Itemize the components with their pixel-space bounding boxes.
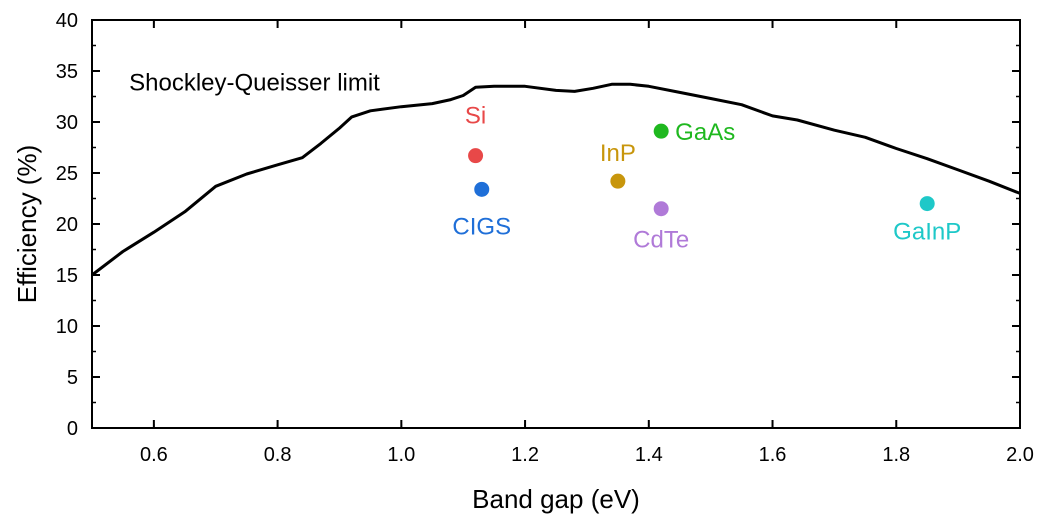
sq-limit-label: Shockley-Queisser limit — [129, 69, 380, 96]
point-label-gainp: GaInP — [893, 219, 961, 246]
point-label-gaas: GaAs — [675, 119, 735, 146]
point-cigs — [474, 181, 490, 197]
point-gainp — [919, 196, 935, 212]
x-tick-label: 0.8 — [264, 444, 292, 466]
point-label-si: Si — [465, 103, 486, 130]
point-inp — [610, 173, 626, 189]
x-tick-label: 1.0 — [387, 444, 415, 466]
y-tick-label: 20 — [56, 214, 78, 236]
y-tick-label: 30 — [56, 112, 78, 134]
y-tick-label: 35 — [56, 61, 78, 83]
y-tick-label: 5 — [67, 367, 78, 389]
plot-frame — [91, 19, 1021, 429]
point-label-cdte: CdTe — [633, 227, 689, 254]
y-tick-label: 10 — [56, 316, 78, 338]
point-label-inp: InP — [600, 140, 636, 167]
x-tick-label: 1.2 — [511, 444, 539, 466]
y-tick-label: 15 — [56, 265, 78, 287]
point-si — [468, 148, 484, 164]
x-tick-label: 1.6 — [759, 444, 787, 466]
tick-labels: 0.6 0.8 1.0 1.2 1.4 1.6 1.8 2.0 0 5 10 15 20 25 30 35 40 — [56, 10, 1034, 466]
y-axis-title: Efficiency (%) — [12, 145, 42, 303]
y-tick-label: 40 — [56, 10, 78, 32]
point-gaas — [653, 123, 669, 139]
x-axis-title: Band gap (eV) — [472, 484, 640, 514]
point-label-cigs: CIGS — [452, 213, 511, 240]
x-tick-label: 0.6 — [140, 444, 168, 466]
y-tick-label: 0 — [67, 418, 78, 440]
x-tick-label: 1.4 — [635, 444, 663, 466]
sq-limit-curve — [91, 82, 1021, 277]
data-points: Si CIGS InP GaAs CdTe GaInP — [452, 103, 961, 254]
x-tick-label: 2.0 — [1006, 444, 1034, 466]
y-tick-label: 25 — [56, 163, 78, 185]
point-cdte — [653, 201, 669, 217]
x-tick-label: 1.8 — [882, 444, 910, 466]
